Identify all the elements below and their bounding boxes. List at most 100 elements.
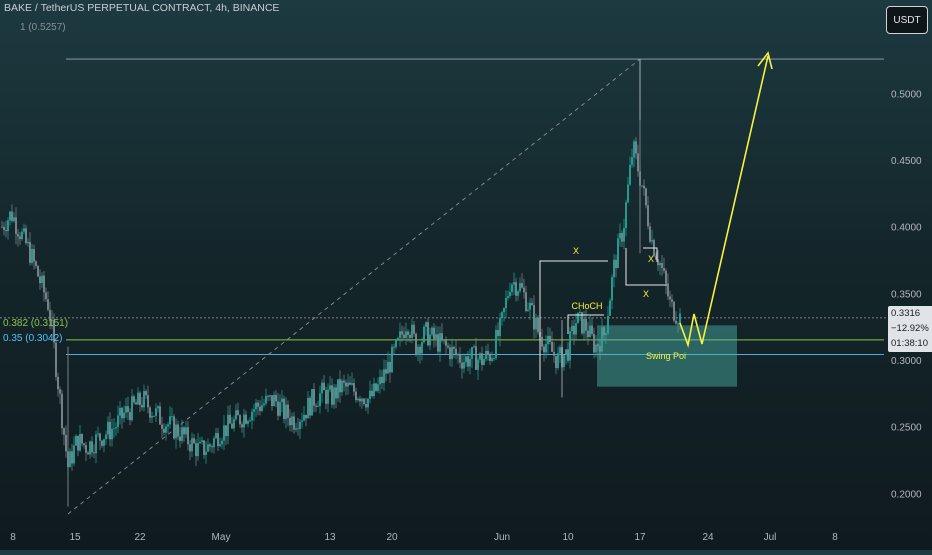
- last-price-value: 0.3316: [891, 308, 921, 319]
- candle-body: [449, 347, 451, 360]
- candle-body: [421, 342, 423, 354]
- candle-body: [429, 334, 431, 346]
- candle-body: [419, 346, 421, 354]
- candle-body: [541, 336, 543, 347]
- candle-body: [197, 443, 199, 457]
- structure-line: [625, 248, 667, 286]
- candle-body: [237, 410, 239, 416]
- candle-body: [501, 312, 503, 319]
- candle-body: [259, 406, 261, 411]
- candle-body: [383, 369, 385, 384]
- candle-body: [25, 228, 27, 244]
- candle-body: [23, 228, 25, 232]
- candle-body: [105, 434, 107, 440]
- candle-body: [297, 428, 299, 430]
- candle-body: [355, 391, 357, 401]
- candle-body: [247, 421, 249, 424]
- candle-body: [427, 322, 429, 346]
- candle-body: [439, 333, 441, 352]
- candle-body: [141, 404, 143, 408]
- candle-body: [447, 345, 449, 348]
- candle-body: [605, 333, 607, 336]
- candle-body: [641, 185, 643, 187]
- candle-body: [265, 395, 267, 404]
- candle-body: [517, 291, 519, 296]
- candle-body: [123, 412, 125, 419]
- candle-body: [191, 438, 193, 452]
- candle-body: [269, 395, 271, 397]
- candle-body: [431, 327, 433, 335]
- swing-poi-label: Swing Poi: [646, 351, 686, 361]
- candle-body: [591, 325, 593, 334]
- candle-body: [299, 421, 301, 430]
- candle-body: [289, 417, 291, 426]
- currency-button[interactable]: USDT: [886, 6, 928, 34]
- candle-body: [673, 301, 675, 321]
- candle-body: [87, 452, 89, 455]
- candle-body: [559, 347, 561, 354]
- candle-body: [233, 419, 235, 429]
- candle-body: [357, 398, 359, 401]
- candle-body: [135, 402, 137, 405]
- candle-body: [423, 326, 425, 343]
- candle-body: [519, 283, 521, 292]
- candle-body: [329, 385, 331, 390]
- candle-body: [367, 398, 369, 408]
- candle-body: [161, 424, 163, 429]
- candle-body: [313, 389, 315, 406]
- candle-body: [455, 348, 457, 355]
- candle-body: [307, 397, 309, 419]
- candle-body: [393, 346, 395, 348]
- candle-body: [603, 327, 605, 336]
- annotation-label: X: [648, 254, 654, 264]
- candle-body: [1, 226, 3, 228]
- candle-body: [325, 390, 327, 404]
- candle-body: [117, 415, 119, 428]
- candle-body: [15, 217, 17, 234]
- candle-body: [613, 259, 615, 278]
- candle-body: [75, 435, 77, 446]
- fib-trend-line: [67, 58, 641, 515]
- candle-body: [531, 302, 533, 306]
- candle-body: [69, 451, 71, 468]
- fib-35-label: 0.35 (0.3042): [3, 333, 63, 344]
- candle-body: [441, 333, 443, 341]
- bar-countdown: 01:38:10: [891, 338, 928, 349]
- candle-body: [239, 415, 241, 425]
- candle-body: [633, 141, 635, 158]
- candle-body: [267, 395, 269, 397]
- annotation-label: CHoCH: [571, 301, 602, 311]
- x-tick-label: Jul: [764, 532, 777, 543]
- candle-body: [601, 327, 603, 352]
- candle-body: [567, 349, 569, 361]
- candle-body: [323, 382, 325, 391]
- candle-body: [547, 335, 549, 345]
- candle-body: [139, 392, 141, 405]
- candle-body: [301, 420, 303, 422]
- candle-body: [253, 409, 255, 412]
- candle-body: [409, 334, 411, 338]
- fib-1-label: 1 (0.5257): [20, 22, 66, 33]
- candle-body: [361, 398, 363, 402]
- candle-body: [129, 412, 131, 421]
- candle-body: [415, 333, 417, 355]
- candle-body: [515, 282, 517, 296]
- candle-body: [395, 339, 397, 348]
- candle-body: [397, 338, 399, 340]
- candle-body: [47, 299, 49, 310]
- candle-body: [569, 331, 571, 361]
- candle-body: [391, 346, 393, 373]
- candle-body: [121, 407, 123, 419]
- y-tick-label: 0.4500: [891, 156, 922, 167]
- candle-body: [575, 323, 577, 335]
- candle-body: [489, 354, 491, 361]
- candle-body: [243, 414, 245, 428]
- x-tick-label: 17: [634, 532, 646, 543]
- candle-body: [577, 312, 579, 324]
- candle-body: [309, 397, 311, 416]
- candle-body: [381, 376, 383, 384]
- candle-body: [103, 439, 105, 446]
- candle-body: [451, 346, 453, 360]
